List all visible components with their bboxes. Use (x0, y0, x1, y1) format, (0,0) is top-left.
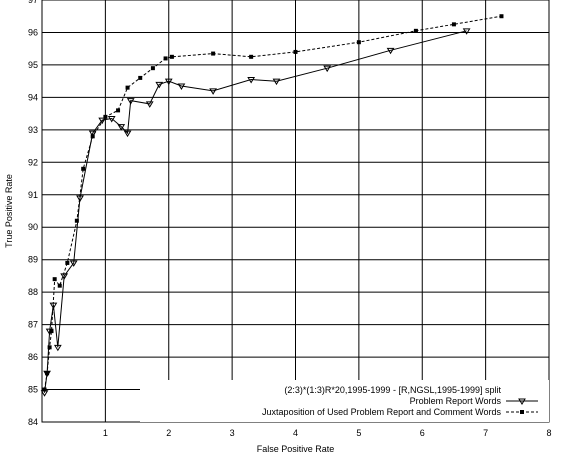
x-tick-label: 6 (420, 428, 425, 438)
data-point (163, 56, 168, 61)
series-1 (42, 14, 504, 392)
legend-entry-problem-report-words: Problem Report Words (410, 396, 502, 406)
legend-sample-marker (518, 398, 526, 405)
data-point (60, 273, 69, 280)
data-point (103, 114, 108, 119)
x-tick-label: 7 (483, 428, 488, 438)
data-point (272, 78, 281, 86)
data-point (98, 117, 107, 125)
data-point (249, 54, 254, 59)
data-point (247, 77, 256, 84)
y-axis-label: True Positive Rate (4, 174, 14, 248)
data-point (177, 83, 186, 90)
y-tick-label: 86 (28, 352, 38, 362)
data-point (90, 134, 95, 139)
data-point (451, 22, 456, 27)
data-point (169, 54, 174, 59)
y-tick-label: 94 (28, 92, 38, 102)
x-tick-label: 8 (546, 428, 551, 438)
grid (42, 0, 549, 422)
y-tick-label: 93 (28, 125, 38, 135)
data-point (150, 66, 155, 71)
data-point (356, 40, 361, 45)
data-point (211, 51, 216, 56)
data-point (42, 387, 47, 392)
data-point (155, 81, 164, 89)
y-tick-label: 89 (28, 255, 38, 265)
x-tick-label: 5 (356, 428, 361, 438)
data-point (116, 108, 121, 113)
data-point (164, 78, 173, 86)
y-tick-label: 91 (28, 190, 38, 200)
legend-header: (2:3)*(1:3)R*20,1995-1999 - [R,NGSL,1995… (284, 385, 501, 395)
series-line (44, 15, 502, 390)
y-tick-label: 88 (28, 287, 38, 297)
data-point (462, 28, 471, 35)
data-point (123, 130, 132, 138)
data-point (52, 277, 57, 282)
series-lines (40, 14, 504, 397)
legend-samples (506, 398, 538, 414)
y-tick-label: 96 (28, 27, 38, 37)
data-point (74, 218, 79, 223)
legend: (2:3)*(1:3)R*20,1995-1999 - [R,NGSL,1995… (140, 380, 549, 422)
legend-entry-juxtaposition: Juxtaposition of Used Problem Report and… (262, 407, 501, 417)
y-tick-label: 92 (28, 157, 38, 167)
x-tick-label: 1 (103, 428, 108, 438)
data-point (49, 329, 54, 334)
data-point (69, 260, 78, 267)
y-tick-label: 85 (28, 385, 38, 395)
y-tick-label: 90 (28, 222, 38, 232)
data-point (47, 345, 52, 350)
y-tick-label: 84 (28, 417, 38, 427)
x-tick-label: 4 (293, 428, 298, 438)
y-tick-label: 87 (28, 320, 38, 330)
data-point (293, 49, 298, 54)
y-tick-label: 97 (28, 0, 38, 5)
y-tick-label: 95 (28, 60, 38, 70)
data-point (126, 98, 135, 105)
data-point (499, 14, 504, 19)
legend-box (140, 380, 549, 422)
data-point (117, 124, 126, 131)
data-point (323, 65, 332, 73)
data-point (386, 47, 395, 55)
series-line (44, 30, 467, 393)
data-point (53, 344, 62, 352)
data-point (81, 166, 86, 171)
data-point (209, 88, 217, 95)
data-point (145, 101, 154, 108)
data-point (57, 283, 62, 288)
data-point (138, 75, 143, 80)
data-point (413, 28, 418, 33)
data-point (65, 260, 70, 265)
data-point (107, 115, 116, 123)
x-axis-label: False Positive Rate (257, 444, 335, 454)
data-point (45, 371, 50, 376)
tick-labels: 1 2 3 4 5 6 7 8 84 85 86 87 88 89 90 91 92 93 94 95 96 97 (28, 0, 552, 438)
data-point (125, 85, 130, 90)
legend-sample-marker (520, 410, 524, 414)
x-tick-label: 2 (166, 428, 171, 438)
series-0 (40, 28, 471, 397)
x-tick-label: 3 (230, 428, 235, 438)
